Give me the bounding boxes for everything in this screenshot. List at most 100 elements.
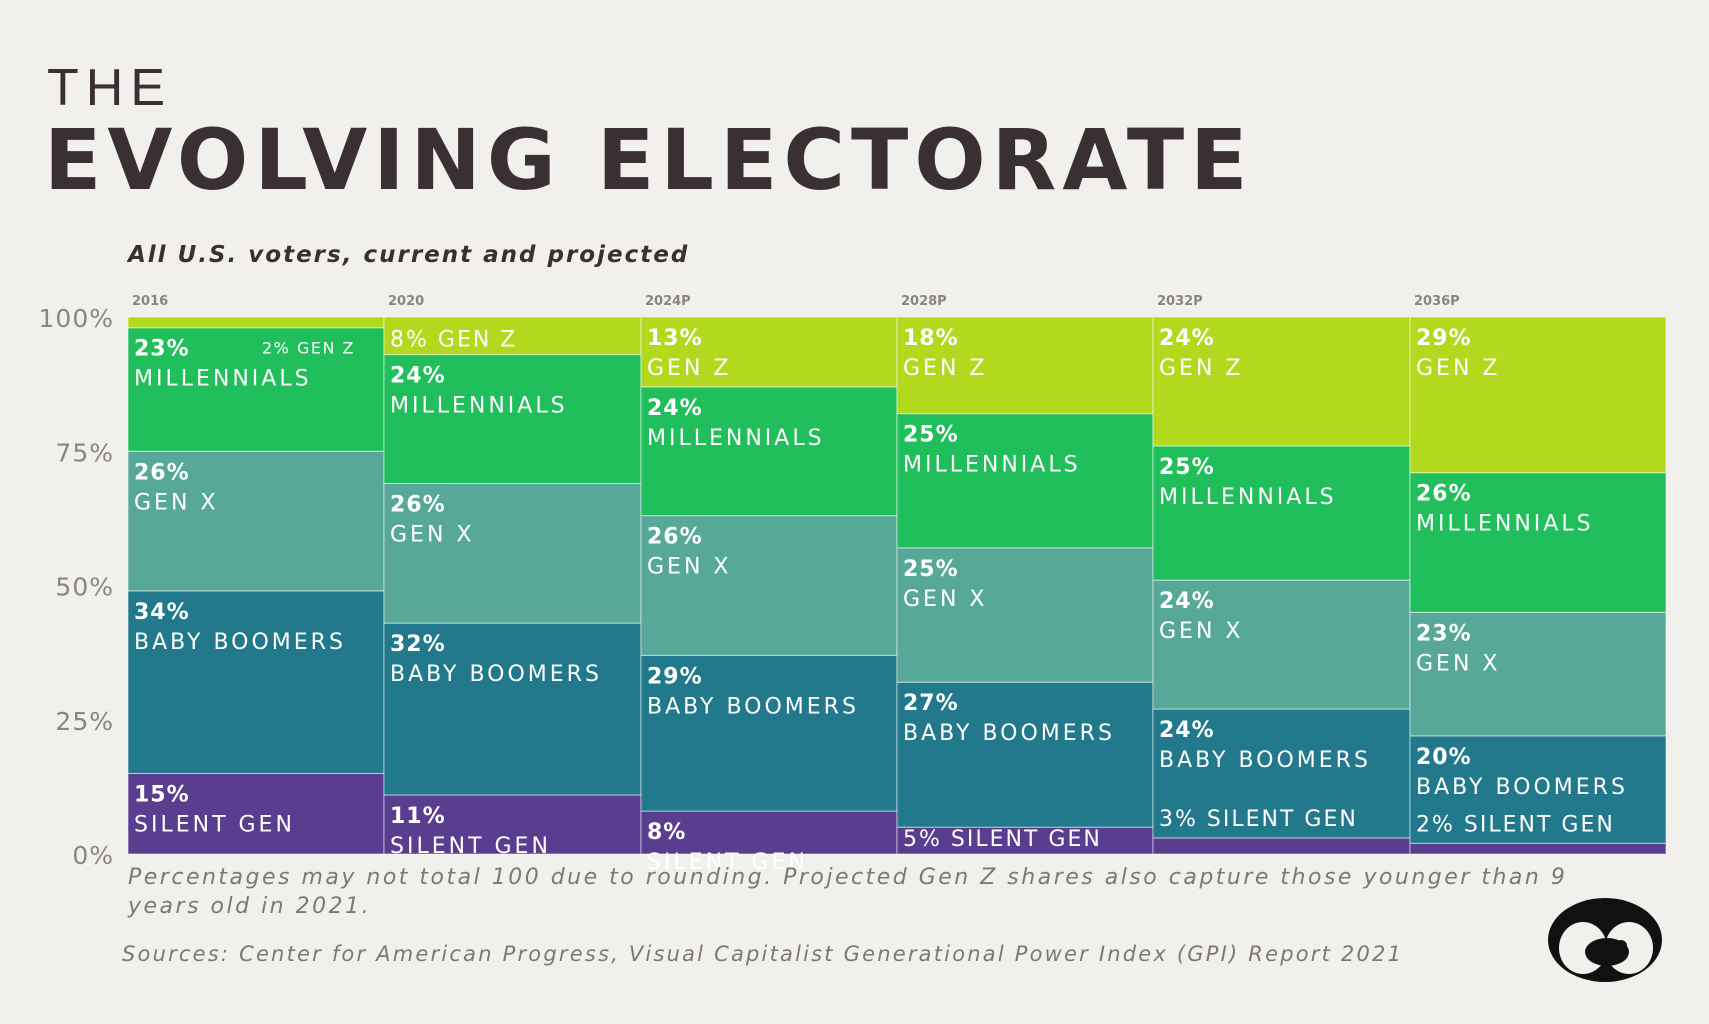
- category-label-2020: 2020: [388, 294, 424, 309]
- bar-segment-baby-boomers: [383, 622, 642, 796]
- segment-name-gen-z: GEN Z: [903, 356, 987, 381]
- page-title: EVOLVING ELECTORATE: [44, 111, 1254, 209]
- bar-segment-millennials: [1152, 445, 1411, 581]
- segment-name-millennials: MILLENNIALS: [390, 394, 568, 419]
- sources-note: Sources: Center for American Progress, V…: [122, 942, 1404, 966]
- bar-segment-baby-boomers: [640, 654, 898, 812]
- segment-name-gen-x: GEN X: [647, 555, 731, 580]
- bar-segment-millennials: [383, 354, 642, 484]
- bar-segment-gen-z: [640, 316, 898, 388]
- y-tick-label: 25%: [55, 707, 114, 736]
- bar-segment-gen-z: [1409, 316, 1667, 474]
- segment-name-silent-gen: SILENT GEN: [647, 850, 808, 875]
- bar-segment-gen-z: [896, 316, 1154, 415]
- segment-value-gen-z: 24%: [1159, 326, 1215, 351]
- bar-segment-silent-gen: [1152, 837, 1411, 855]
- segment-name-baby-boomers: BABY BOOMERS: [1416, 775, 1628, 800]
- segment-value-millennials: 25%: [1159, 455, 1215, 480]
- segment-value-gen-x: 25%: [903, 557, 959, 582]
- segment-name-millennials: MILLENNIALS: [903, 453, 1081, 478]
- segment-label-gen-z: 2% GEN Z: [262, 339, 355, 358]
- segment-name-gen-x: GEN X: [134, 490, 218, 515]
- segment-value-millennials: 24%: [647, 396, 703, 421]
- bar-segment-gen-z: [383, 316, 642, 356]
- bar-segment-gen-x: [127, 450, 385, 592]
- category-label-2028p: 2028P: [901, 294, 947, 309]
- segment-value-silent-gen: 11%: [390, 804, 446, 829]
- bar-segment-gen-x: [1152, 579, 1411, 710]
- footnote: Percentages may not total 100 due to rou…: [128, 865, 1568, 919]
- bar-segment-gen-z: [127, 316, 385, 329]
- bar-segment-silent-gen: [896, 826, 1154, 855]
- segment-name-millennials: MILLENNIALS: [134, 367, 312, 392]
- segment-name-baby-boomers: BABY BOOMERS: [903, 721, 1115, 746]
- segment-value-silent-gen: 15%: [134, 782, 190, 807]
- segment-name-baby-boomers: BABY BOOMERS: [390, 662, 602, 687]
- segment-name-silent-gen: SILENT GEN: [134, 812, 295, 837]
- segment-value-gen-z: 18%: [903, 326, 959, 351]
- bar-segment-millennials: [640, 386, 898, 517]
- segment-value-baby-boomers: 29%: [647, 664, 703, 689]
- segment-name-gen-z: GEN Z: [1159, 356, 1243, 381]
- segment-name-millennials: MILLENNIALS: [647, 426, 825, 451]
- segment-name-gen-x: GEN X: [1159, 619, 1243, 644]
- bar-segment-gen-x: [896, 547, 1154, 683]
- y-tick-label: 75%: [55, 438, 114, 467]
- segment-name-gen-x: GEN X: [390, 522, 474, 547]
- y-tick-label: 0%: [72, 841, 114, 870]
- segment-value-millennials: 23%: [134, 337, 190, 362]
- segment-value-baby-boomers: 24%: [1159, 718, 1215, 743]
- segment-value-silent-gen: 8%: [647, 820, 686, 845]
- segment-value-millennials: 25%: [903, 423, 959, 448]
- segment-value-millennials: 24%: [390, 364, 446, 389]
- segment-label-silent-gen: 5% SILENT GEN: [903, 827, 1102, 852]
- segment-name-gen-z: GEN Z: [647, 356, 731, 381]
- binoculars-logo-icon: [1548, 898, 1662, 982]
- segment-value-baby-boomers: 20%: [1416, 745, 1472, 770]
- bar-segment-baby-boomers: [1409, 735, 1667, 844]
- bar-segment-gen-z: [1152, 316, 1411, 447]
- category-label-2032p: 2032P: [1157, 294, 1203, 309]
- segment-name-gen-x: GEN X: [1416, 651, 1500, 676]
- segment-name-baby-boomers: BABY BOOMERS: [1159, 748, 1371, 773]
- chart-subtitle: All U.S. voters, current and projected: [128, 242, 690, 268]
- bar-segment-baby-boomers: [1152, 708, 1411, 839]
- category-label-2036p: 2036P: [1414, 294, 1460, 309]
- y-tick-label: 50%: [55, 573, 114, 602]
- bar-segment-gen-x: [383, 482, 642, 624]
- segment-value-gen-x: 26%: [390, 492, 446, 517]
- segment-label-silent-gen: 3% SILENT GEN: [1159, 807, 1358, 832]
- segment-value-gen-x: 23%: [1416, 621, 1472, 646]
- bar-segment-gen-x: [640, 515, 898, 656]
- segment-name-millennials: MILLENNIALS: [1159, 485, 1337, 510]
- bar-segment-silent-gen: [1409, 842, 1667, 855]
- segment-label-silent-gen: 2% SILENT GEN: [1416, 812, 1615, 837]
- segment-value-gen-z: 13%: [647, 326, 703, 351]
- segment-value-gen-x: 24%: [1159, 589, 1215, 614]
- bar-segment-baby-boomers: [896, 681, 1154, 828]
- segment-name-baby-boomers: BABY BOOMERS: [134, 630, 346, 655]
- segment-value-millennials: 26%: [1416, 482, 1472, 507]
- segment-value-baby-boomers: 27%: [903, 691, 959, 716]
- segment-name-baby-boomers: BABY BOOMERS: [647, 694, 859, 719]
- category-label-2016: 2016: [132, 294, 168, 309]
- segment-name-millennials: MILLENNIALS: [1416, 512, 1594, 537]
- segment-name-silent-gen: SILENT GEN: [390, 834, 551, 859]
- title-prefix: THE: [47, 59, 172, 117]
- segment-value-baby-boomers: 32%: [390, 632, 446, 657]
- bar-segment-gen-x: [1409, 611, 1667, 737]
- bar-segment-baby-boomers: [127, 590, 385, 774]
- segment-name-gen-x: GEN X: [903, 587, 987, 612]
- segment-value-gen-x: 26%: [134, 460, 190, 485]
- y-tick-label: 100%: [39, 304, 114, 333]
- bar-segment-silent-gen: [383, 794, 642, 855]
- segment-value-gen-x: 26%: [647, 525, 703, 550]
- bar-segment-silent-gen: [640, 810, 898, 855]
- segment-value-gen-z: 29%: [1416, 326, 1472, 351]
- segment-value-baby-boomers: 34%: [134, 600, 190, 625]
- category-label-2024p: 2024P: [645, 294, 691, 309]
- segment-name-gen-z: GEN Z: [1416, 356, 1500, 381]
- bar-segment-millennials: [1409, 472, 1667, 613]
